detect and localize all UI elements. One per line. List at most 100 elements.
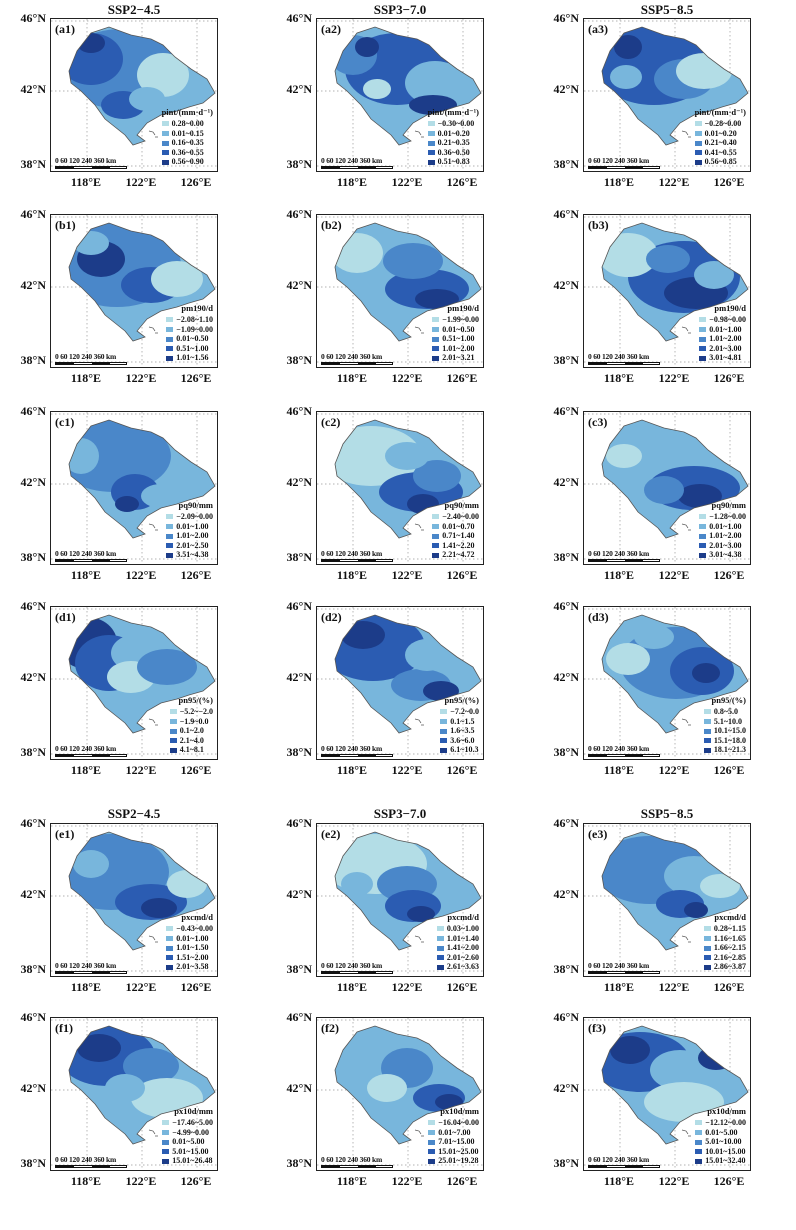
legend-swatch	[166, 533, 174, 539]
y-tick-label: 46°N	[286, 11, 312, 25]
map-canvas	[584, 824, 750, 976]
legend: pxcmd/d 0.28~1.15 1.16~1.65 1.66~2.15 2.16~2…	[703, 913, 746, 972]
legend-swatch	[166, 552, 174, 558]
legend-swatch	[699, 543, 707, 549]
scale-bar-label: 0 60 120 240 360 km	[55, 961, 116, 970]
legend-entry: 0.28~0.00	[161, 119, 213, 129]
region-boundary	[68, 26, 216, 146]
legend-entry-label: 0.01~1.00	[176, 933, 209, 943]
legend-entry-label: −0.98~0.00	[709, 315, 746, 325]
shade-zone	[405, 61, 465, 105]
legend-entry-label: 1.01~2.00	[442, 343, 475, 353]
y-tick-label: 46°N	[20, 11, 46, 25]
legend-entry-label: 0.41~0.55	[704, 147, 737, 157]
shade-zone	[341, 872, 373, 896]
legend-entry-label: 5.01~15.00	[172, 1146, 209, 1156]
legend-entry: 1.01~2.00	[699, 334, 746, 344]
legend-swatch	[162, 1139, 170, 1145]
legend-entry: 2.16~2.85	[703, 952, 746, 963]
legend-entry: 1.01~1.50	[166, 943, 213, 953]
islands	[681, 1129, 691, 1137]
legend-entry: 2.01~3.21	[432, 353, 479, 363]
y-tick-label: 38°N	[20, 745, 46, 759]
x-tick-label: 126°E	[180, 568, 212, 582]
y-tick-label: 38°N	[286, 745, 312, 759]
legend-entry-label: 0.56~0.85	[704, 157, 737, 167]
legend-entry-label: 0.01~0.20	[704, 128, 737, 138]
legend-entry-label: 3.01~4.81	[709, 353, 742, 363]
y-tick-label: 46°N	[20, 207, 46, 221]
legend-entry: 5.01~10.00	[695, 1137, 746, 1147]
x-tick-label: 122°E	[658, 980, 690, 994]
legend-entry: 10.1~15.0	[703, 726, 746, 736]
region-boundary	[68, 419, 216, 539]
legend-swatch	[162, 1149, 170, 1155]
legend-entry-label: 25.01~19.28	[438, 1156, 479, 1166]
legend-entry: 0.01~1.00	[699, 325, 746, 335]
y-tick-label: 42°N	[20, 82, 46, 96]
legend-entry: 2.01~3.00	[699, 541, 746, 551]
legend-title: px10d/mm	[707, 1106, 746, 1117]
panel-label: (c1)	[55, 415, 75, 429]
shade-zone	[355, 37, 379, 57]
y-tick-label: 42°N	[20, 1081, 46, 1095]
legend: px10d/mm −12.12~0.00 0.01~5.00 5.01~10.00 10…	[695, 1107, 746, 1166]
x-tick-label: 122°E	[125, 175, 157, 189]
legend-swatch	[432, 336, 440, 342]
scale-bar	[321, 971, 393, 974]
legend-entry: −5.2~−2.0	[169, 707, 213, 717]
y-tick-label: 38°N	[553, 157, 579, 171]
legend-swatch	[703, 738, 711, 744]
islands	[148, 326, 158, 334]
legend: pn95/(%) −5.2~−2.0 −1.9~0.0 0.1~2.0 2.1~4.0 4…	[169, 696, 213, 755]
map-frame: (e1) 0 60 120 240 360 km pxcmd/d −0.43~0.00…	[50, 823, 218, 977]
shade-zone	[367, 1074, 407, 1102]
y-tick-label: 46°N	[553, 11, 579, 25]
shade-zone	[105, 1074, 145, 1102]
legend-entry-label: 0.01~0.20	[437, 128, 470, 138]
region-boundary	[601, 419, 749, 539]
legend-entry-label: 0.16~0.35	[171, 138, 204, 148]
legend-swatch	[703, 728, 711, 734]
legend-entry-label: 2.01~3.00	[709, 343, 742, 353]
legend-swatch	[695, 1149, 703, 1155]
x-tick-label: 122°E	[658, 175, 690, 189]
legend-entry: 0.01~7.00	[428, 1128, 479, 1138]
map-canvas	[51, 19, 217, 171]
region-boundary	[68, 1025, 216, 1145]
map-canvas	[317, 412, 483, 564]
legend-swatch	[432, 326, 440, 332]
legend-swatch	[703, 955, 711, 961]
legend-entry: 1.51~2.00	[166, 953, 213, 963]
shade-zone	[606, 444, 642, 468]
legend-swatch	[166, 523, 174, 529]
map-panel: 46°N 42°N 38°N 118°E 122°E 126°E (b2) 0 60 120 …	[266, 207, 484, 385]
shade-zone	[698, 1046, 734, 1070]
scale-bar	[321, 1165, 393, 1168]
legend-entry-label: 0.01~0.50	[176, 334, 209, 344]
legend-entry-label: 2.16~2.85	[713, 952, 746, 962]
islands	[148, 718, 158, 726]
x-tick-label: 118°E	[70, 980, 102, 994]
x-tick-label: 118°E	[70, 568, 102, 582]
islands	[414, 326, 424, 334]
legend-swatch	[169, 718, 177, 724]
legend-entry-label: −2.09~0.00	[176, 512, 213, 522]
legend-swatch	[436, 945, 444, 951]
islands	[414, 935, 424, 943]
legend-entry: −1.99~0.00	[432, 315, 479, 325]
legend-entry: 0.21~0.35	[427, 138, 479, 148]
legend-swatch	[169, 738, 177, 744]
y-tick-label: 46°N	[286, 816, 312, 830]
legend-entry: 1.01~2.00	[166, 531, 213, 541]
legend-entry: 0.01~0.20	[694, 128, 746, 139]
legend-entry: 0.01~1.00	[166, 934, 213, 944]
legend-entry-label: 6.1~10.3	[450, 745, 479, 755]
map-panel: 46°N 42°N 38°N 118°E 122°E 126°E (a2) 0 60 120 …	[266, 11, 484, 189]
legend-swatch	[427, 121, 435, 127]
x-tick-label: 126°E	[713, 175, 745, 189]
legend-entry: −7.2~0.0	[440, 707, 479, 717]
panel-label: (e1)	[55, 827, 75, 841]
legend-swatch	[166, 336, 174, 342]
map-frame: (c3) 0 60 120 240 360 km pq90/mm −1.28~0.00…	[583, 411, 751, 565]
